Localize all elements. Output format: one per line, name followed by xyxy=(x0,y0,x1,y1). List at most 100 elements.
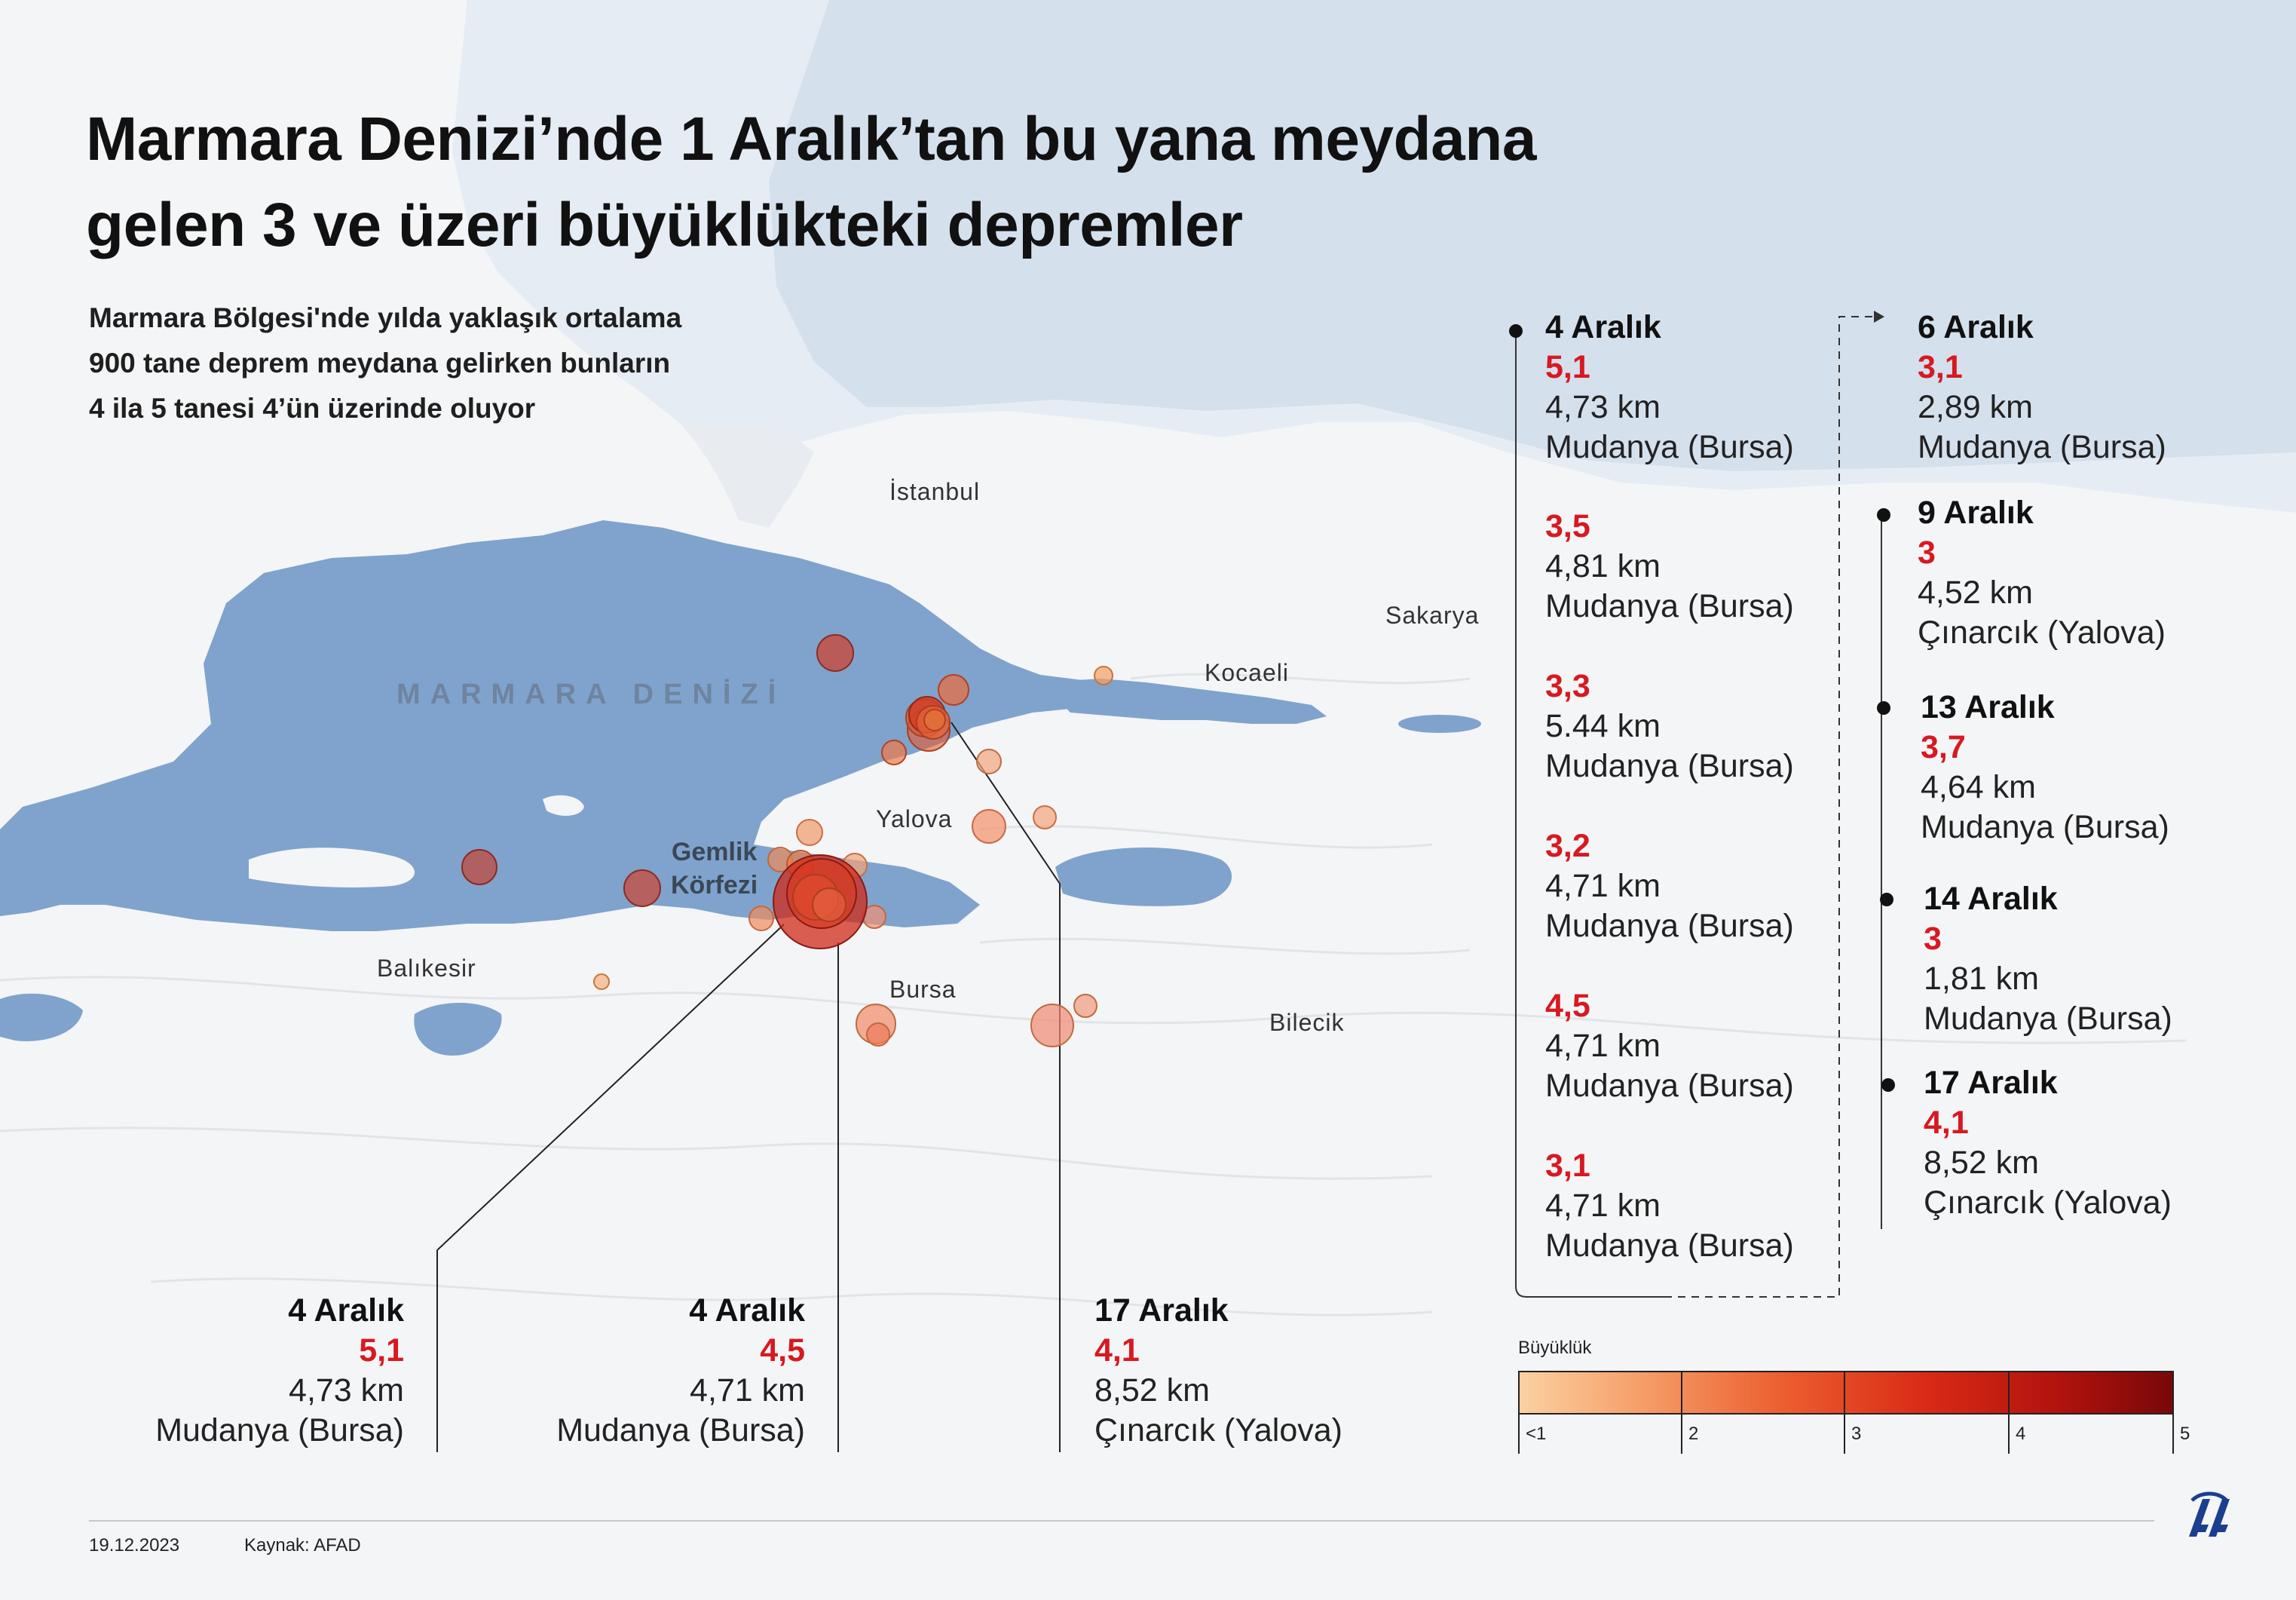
entry-date: 4 Aralık xyxy=(1545,309,1661,345)
entry-location: Mudanya (Bursa) xyxy=(1545,429,1794,465)
label-bilecik: Bilecik xyxy=(1269,1009,1345,1036)
small-island xyxy=(543,795,584,816)
scale-label: 2 xyxy=(1688,1424,1699,1444)
manyas-lake xyxy=(0,993,83,1041)
arrow-head xyxy=(1874,311,1884,323)
timeline-entry: 3,1 4,71 km Mudanya (Bursa) xyxy=(1545,1146,1847,1266)
marmara-island xyxy=(249,848,415,887)
scale-tick xyxy=(1518,1371,1520,1454)
timeline-entry: 17 Aralık 4,1 8,52 km Çınarcık (Yalova) xyxy=(1924,1063,2278,1223)
entry-magnitude: 3,5 xyxy=(1545,508,1590,544)
entry-location: Mudanya (Bursa) xyxy=(1545,588,1794,624)
scale-tick xyxy=(1844,1371,1845,1454)
entry-date: 9 Aralık xyxy=(1918,495,2034,531)
callout-date: 4 Aralık xyxy=(288,1292,404,1329)
timeline-dot xyxy=(1509,324,1523,338)
entry-depth: 4,71 km xyxy=(1545,868,1661,904)
gulf-line-2: Körfezi xyxy=(671,871,758,900)
connector-lines xyxy=(436,722,1061,1452)
islet xyxy=(648,912,678,927)
entry-location: Mudanya (Bursa) xyxy=(1545,1068,1794,1104)
entry-magnitude: 4,1 xyxy=(1924,1105,1969,1141)
callout-depth: 8,52 km xyxy=(1094,1372,1210,1408)
timeline-entry: 6 Aralık 3,1 2,89 km Mudanya (Bursa) xyxy=(1918,308,2272,467)
label-kocaeli: Kocaeli xyxy=(1205,659,1289,686)
entry-depth: 4,52 km xyxy=(1918,575,2033,611)
entry-magnitude: 3 xyxy=(1918,535,1936,571)
callout-date: 4 Aralık xyxy=(689,1292,805,1329)
entry-date: 6 Aralık xyxy=(1918,309,2034,345)
entry-magnitude: 3,7 xyxy=(1921,729,1966,765)
callout-location: Çınarcık (Yalova) xyxy=(1094,1412,1342,1448)
entry-magnitude: 3 xyxy=(1924,921,1942,957)
page-title: Marmara Denizi’nde 1 Aralık’tan bu yana … xyxy=(86,97,1895,268)
footer-source: Kaynak: AFAD xyxy=(244,1535,361,1556)
gulf-line-1: Gemlik xyxy=(671,838,758,866)
aa-logo-icon xyxy=(2189,1491,2230,1537)
entry-magnitude: 4,5 xyxy=(1545,988,1590,1024)
entry-magnitude: 3,1 xyxy=(1545,1148,1590,1184)
callout-3: 17 Aralık 4,1 8,52 km Çınarcık (Yalova) xyxy=(1094,1291,1486,1451)
label-gulf: Gemlik Körfezi xyxy=(671,835,758,902)
entry-depth: 8,52 km xyxy=(1924,1145,2039,1181)
title-line-1: Marmara Denizi’nde 1 Aralık’tan bu yana … xyxy=(86,105,1536,173)
scale-label: 4 xyxy=(2016,1424,2026,1444)
callout-magnitude: 5,1 xyxy=(359,1332,404,1369)
subtitle-line-2: 900 tane deprem meydana gelirken bunları… xyxy=(89,348,671,379)
entry-depth: 2,89 km xyxy=(1918,389,2033,425)
scale-tick xyxy=(2172,1371,2174,1454)
subtitle-line-3: 4 ila 5 tanesi 4’ün üzerinde oluyor xyxy=(89,393,536,424)
scale-tick xyxy=(1681,1371,1682,1454)
callout-depth: 4,73 km xyxy=(289,1372,404,1408)
entry-depth: 5.44 km xyxy=(1545,708,1661,744)
callout-2: 4 Aralık 4,5 4,71 km Mudanya (Bursa) xyxy=(482,1291,805,1451)
entry-location: Mudanya (Bursa) xyxy=(1921,809,2169,845)
timeline-entry: 4 Aralık 5,1 4,73 km Mudanya (Bursa) xyxy=(1545,308,1847,467)
entry-depth: 4,71 km xyxy=(1545,1028,1661,1064)
label-istanbul: İstanbul xyxy=(889,478,981,505)
timeline-brackets xyxy=(1515,316,1882,1298)
black-sea-shade xyxy=(769,0,2296,471)
entry-depth: 4,71 km xyxy=(1545,1188,1661,1224)
callout-magnitude: 4,1 xyxy=(1094,1332,1140,1369)
callout-1: 4 Aralık 5,1 4,73 km Mudanya (Bursa) xyxy=(75,1291,404,1451)
sapanca-lake xyxy=(1398,715,1481,733)
entry-location: Mudanya (Bursa) xyxy=(1918,429,2166,465)
callout-date: 17 Aralık xyxy=(1094,1292,1229,1329)
timeline-entry: 14 Aralık 3 1,81 km Mudanya (Bursa) xyxy=(1924,879,2278,1039)
entry-magnitude: 3,1 xyxy=(1918,349,1963,385)
terrain xyxy=(0,673,2187,1316)
scale-label: <1 xyxy=(1526,1424,1547,1444)
callout-location: Mudanya (Bursa) xyxy=(556,1412,805,1448)
uluabat-lake xyxy=(414,1003,502,1056)
label-sakarya: Sakarya xyxy=(1385,602,1480,629)
callout-depth: 4,71 km xyxy=(690,1372,805,1408)
entry-date: 13 Aralık xyxy=(1921,689,2055,725)
timeline-dot xyxy=(1877,508,1890,522)
entry-magnitude: 5,1 xyxy=(1545,349,1590,385)
timeline-dot xyxy=(1881,1078,1895,1092)
callout-location: Mudanya (Bursa) xyxy=(155,1412,404,1448)
magnitude-scale-bar xyxy=(1518,1371,2174,1415)
entry-location: Mudanya (Bursa) xyxy=(1924,1001,2172,1037)
entry-depth: 4,73 km xyxy=(1545,389,1661,425)
label-bursa: Bursa xyxy=(889,976,957,1003)
scale-label: 5 xyxy=(2180,1424,2190,1444)
izmit-bay xyxy=(1040,679,1327,724)
timeline-dot xyxy=(1880,893,1893,906)
istanbul-coast xyxy=(678,422,814,528)
label-yalova: Yalova xyxy=(876,805,953,832)
entry-location: Mudanya (Bursa) xyxy=(1545,908,1794,944)
entry-depth: 4,64 km xyxy=(1921,769,2036,805)
label-balikesir: Balıkesir xyxy=(377,955,476,982)
subtitle: Marmara Bölgesi'nde yılda yaklaşık ortal… xyxy=(89,296,843,431)
scale-title: Büyüklük xyxy=(1518,1338,1592,1358)
entry-location: Çınarcık (Yalova) xyxy=(1924,1185,2172,1221)
timeline-entry: 13 Aralık 3,7 4,64 km Mudanya (Bursa) xyxy=(1921,688,2275,848)
entry-depth: 1,81 km xyxy=(1924,961,2039,997)
timeline-entry: 3,3 5.44 km Mudanya (Bursa) xyxy=(1545,667,1847,786)
timeline-entry: 3,5 4,81 km Mudanya (Bursa) xyxy=(1545,507,1847,627)
scale-tick xyxy=(2008,1371,2010,1454)
timeline-dot xyxy=(1877,701,1890,715)
